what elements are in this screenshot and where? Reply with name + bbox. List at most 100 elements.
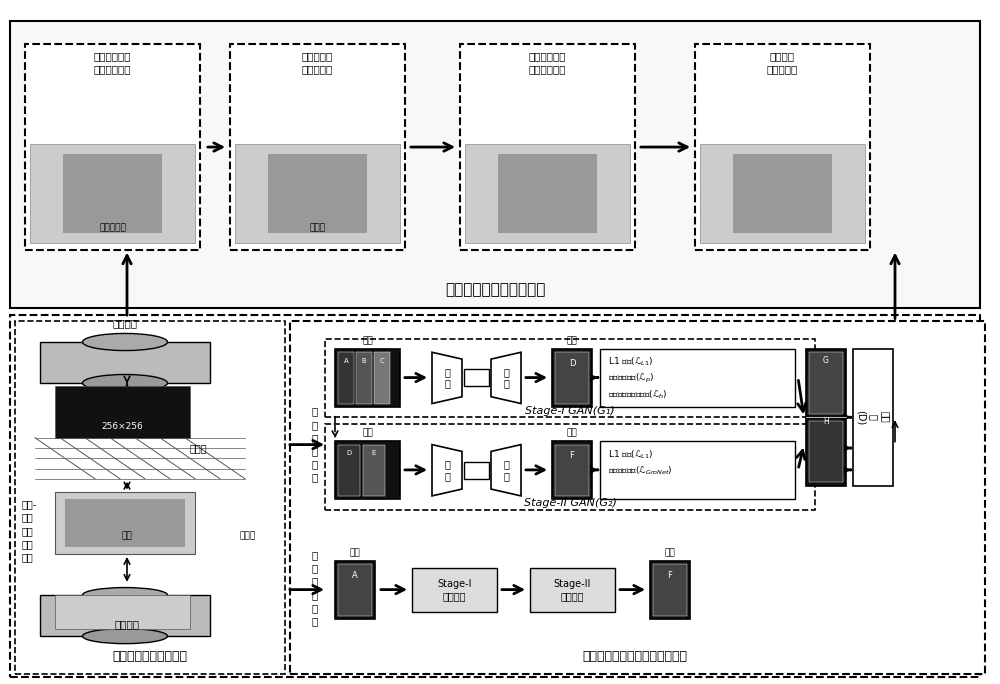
Text: Stage-I
训练文件: Stage-I 训练文件 (437, 579, 472, 601)
FancyBboxPatch shape (695, 44, 870, 250)
Text: 编
码: 编 码 (444, 459, 450, 481)
Bar (55, 595, 190, 629)
Text: 功能性咬合面
解剩形态重建: 功能性咬合面 解剩形态重建 (94, 51, 131, 74)
FancyBboxPatch shape (530, 568, 615, 612)
Polygon shape (491, 352, 521, 404)
Polygon shape (432, 352, 462, 404)
Text: 牙齿模型: 牙齿模型 (114, 619, 140, 629)
Text: F: F (570, 451, 574, 460)
FancyBboxPatch shape (30, 144, 195, 243)
Ellipse shape (82, 375, 168, 391)
Text: D: D (569, 359, 575, 368)
Bar (374, 352, 390, 404)
FancyBboxPatch shape (335, 349, 400, 407)
FancyBboxPatch shape (498, 154, 597, 233)
Text: 输入: 输入 (350, 549, 360, 557)
Text: G: G (823, 356, 829, 365)
FancyBboxPatch shape (464, 369, 489, 386)
Text: 解
码: 解 码 (503, 459, 509, 481)
Text: Stage-II
训练文件: Stage-II 训练文件 (554, 579, 591, 601)
Text: 生成咬合面: 生成咬合面 (99, 224, 126, 233)
Bar (809, 352, 843, 414)
FancyBboxPatch shape (10, 21, 980, 308)
FancyBboxPatch shape (552, 441, 592, 499)
Ellipse shape (82, 588, 168, 603)
FancyBboxPatch shape (465, 144, 630, 243)
Bar (363, 445, 385, 496)
Text: 输出: 输出 (567, 429, 577, 438)
Bar (40, 595, 210, 636)
FancyBboxPatch shape (235, 144, 400, 243)
FancyBboxPatch shape (412, 568, 497, 612)
FancyBboxPatch shape (460, 44, 635, 250)
Ellipse shape (82, 629, 168, 644)
FancyBboxPatch shape (806, 349, 846, 486)
Text: 粘结层: 粘结层 (309, 224, 326, 233)
Text: 像素-
距离
双向
可逆
映射: 像素- 距离 双向 可逆 映射 (22, 499, 37, 562)
Text: F: F (668, 571, 672, 580)
Text: C: C (380, 358, 384, 364)
FancyBboxPatch shape (268, 154, 367, 233)
FancyBboxPatch shape (552, 349, 592, 407)
Text: 规范化牙齿数据集构建: 规范化牙齿数据集构建 (112, 650, 188, 663)
Bar (338, 564, 372, 616)
Text: 包围盒: 包围盒 (240, 531, 256, 540)
FancyBboxPatch shape (25, 44, 200, 250)
Text: B: B (362, 358, 366, 364)
Bar (55, 386, 190, 438)
Bar (555, 352, 589, 404)
Text: 256×256: 256×256 (101, 422, 143, 431)
Text: Stage-I GAN(G₁): Stage-I GAN(G₁) (525, 406, 615, 416)
FancyBboxPatch shape (600, 441, 795, 499)
Text: L1 损失(ℒ$_{L1}$)
咬合沟窝损失(ℒ$_{GroNet}$): L1 损失(ℒ$_{L1}$) 咬合沟窝损失(ℒ$_{GroNet}$) (608, 448, 673, 477)
Text: 输出: 输出 (567, 337, 577, 345)
Text: 基于蒙皮剖分
的连接体设计: 基于蒙皮剖分 的连接体设计 (529, 51, 566, 74)
Bar (338, 352, 354, 404)
Text: D: D (346, 450, 352, 456)
Bar (338, 445, 360, 496)
Text: Stage-II GAN(G₂): Stage-II GAN(G₂) (524, 497, 616, 508)
Text: L1 损失(ℒ$_{L1}$)
感知特征损失(ℒ$_p$)
邻位间距直方图损失(ℒ$_h$): L1 损失(ℒ$_{L1}$) 感知特征损失(ℒ$_p$) 邻位间距直方图损失(… (608, 356, 668, 401)
Text: A: A (344, 358, 348, 364)
Text: A: A (352, 571, 358, 580)
FancyBboxPatch shape (733, 154, 832, 233)
FancyBboxPatch shape (600, 349, 795, 407)
FancyBboxPatch shape (650, 561, 690, 619)
Text: 目标: 目标 (122, 531, 132, 540)
Text: 全冠修复体三维形态建模: 全冠修复体三维形态建模 (445, 282, 545, 298)
FancyBboxPatch shape (325, 339, 815, 417)
FancyBboxPatch shape (230, 44, 405, 250)
Text: 个性化粘结
层形态设计: 个性化粘结 层形态设计 (302, 51, 333, 74)
Bar (55, 492, 195, 554)
FancyBboxPatch shape (63, 154, 162, 233)
Polygon shape (491, 445, 521, 496)
Bar (65, 499, 185, 547)
Bar (356, 352, 372, 404)
FancyBboxPatch shape (290, 321, 985, 674)
Text: H: H (823, 417, 829, 426)
Text: 输出: 输出 (665, 549, 675, 557)
Text: 网
络
训
练
阶
段: 网 络 训 练 阶 段 (312, 406, 318, 483)
Text: 鉴别
器
(D): 鉴别 器 (D) (856, 410, 890, 425)
FancyBboxPatch shape (464, 462, 489, 479)
FancyBboxPatch shape (325, 424, 815, 510)
Bar (555, 445, 589, 496)
FancyBboxPatch shape (335, 441, 400, 499)
FancyBboxPatch shape (853, 349, 893, 486)
Text: 网
络
测
试
阶
段: 网 络 测 试 阶 段 (312, 550, 318, 627)
Text: 全冠修复
体造型设计: 全冠修复 体造型设计 (767, 51, 798, 74)
Text: 输入: 输入 (362, 429, 373, 438)
Text: 编
码: 编 码 (444, 367, 450, 389)
Polygon shape (432, 445, 462, 496)
Text: 解
码: 解 码 (503, 367, 509, 389)
Text: 投影板: 投影板 (190, 443, 208, 453)
FancyBboxPatch shape (335, 561, 375, 619)
Bar (809, 421, 843, 482)
Text: 功能性咬合面形态智能推理模型: 功能性咬合面形态智能推理模型 (582, 650, 688, 663)
Text: 深度图像: 深度图像 (112, 318, 138, 328)
Ellipse shape (82, 334, 168, 351)
Text: E: E (372, 450, 376, 456)
FancyBboxPatch shape (10, 315, 980, 677)
FancyBboxPatch shape (700, 144, 865, 243)
FancyBboxPatch shape (15, 321, 285, 674)
